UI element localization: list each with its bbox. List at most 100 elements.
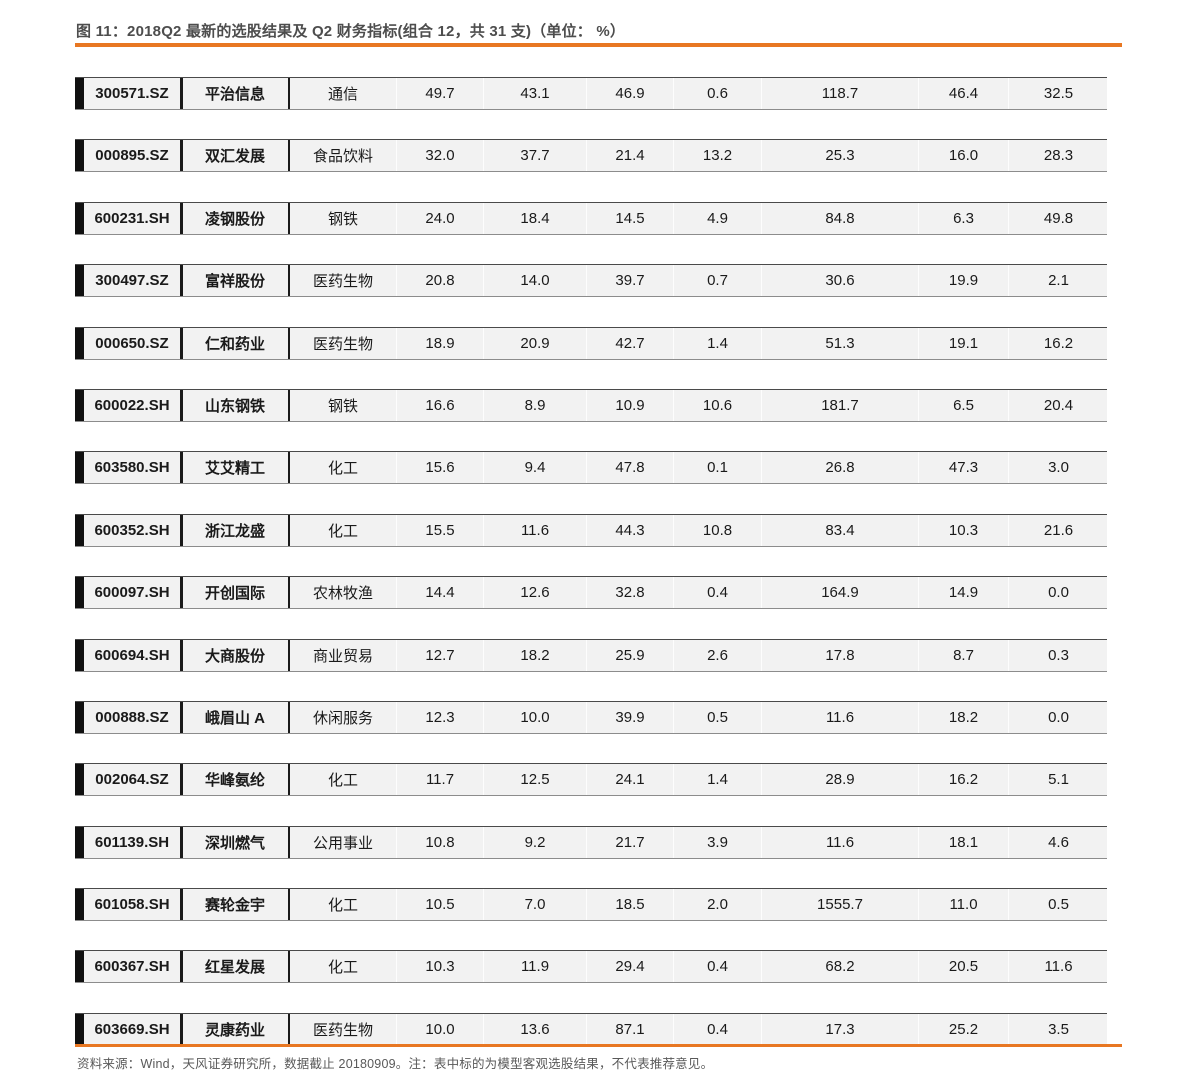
cell-value: 47.8: [586, 452, 673, 484]
cell-value: 84.8: [761, 202, 918, 234]
row-left-cap: [75, 327, 84, 359]
column-separator: [180, 327, 183, 359]
column-separator: [180, 826, 183, 858]
cell-value: 44.3: [586, 514, 673, 546]
cell-stock-code: 603580.SH: [94, 459, 170, 477]
cell-stock-name: 开创国际: [204, 585, 265, 603]
cell-industry: 化工: [327, 897, 358, 915]
cell-industry: 化工: [327, 772, 358, 790]
cell-stock-code: 300497.SZ: [95, 272, 169, 290]
column-separator: [180, 764, 183, 796]
row-left-cap: [75, 265, 84, 297]
column-separator: [287, 514, 290, 546]
cell-value: 20.5: [918, 951, 1008, 983]
cell-value: 16.2: [1008, 327, 1108, 359]
source-note: 资料来源：Wind，天风证券研究所，数据截止 20180909。注：表中标的为模…: [77, 1057, 714, 1071]
cell-value: 2.0: [673, 889, 761, 921]
column-separator: [180, 140, 183, 172]
cell-value: 0.5: [673, 701, 761, 733]
cell-value: 0.4: [673, 577, 761, 609]
cell-value: 8.9: [483, 389, 586, 421]
cell-value: 14.9: [918, 577, 1008, 609]
row-left-cap: [75, 889, 84, 921]
row-left-cap: [75, 140, 84, 172]
cell-value: 37.7: [483, 140, 586, 172]
cell-value: 18.1: [918, 826, 1008, 858]
cell-value: 10.8: [396, 826, 483, 858]
cell-value: 25.2: [918, 1013, 1008, 1045]
cell-value: 10.0: [396, 1013, 483, 1045]
row-left-cap: [75, 826, 84, 858]
row-left-cap: [75, 577, 84, 609]
cell-value: 1555.7: [761, 889, 918, 921]
cell-value: 20.4: [1008, 389, 1108, 421]
cell-value: 12.5: [483, 764, 586, 796]
cell-value: 11.0: [918, 889, 1008, 921]
cell-stock-name: 富祥股份: [204, 273, 265, 291]
table-row: 600022.SH 山东钢铁 钢铁 16.6 8.9 10.9 10.6 181.7 6.5 20…: [75, 388, 1108, 422]
column-separator: [180, 889, 183, 921]
cell-value: 10.5: [396, 889, 483, 921]
cell-value: 15.5: [396, 514, 483, 546]
cell-value: 18.4: [483, 202, 586, 234]
cell-value: 19.1: [918, 327, 1008, 359]
table-row: 000888.SZ 峨眉山 A 休闲服务 12.3 10.0 39.9 0.5 11.6 18.…: [75, 700, 1107, 734]
cell-value: 11.6: [1008, 951, 1108, 983]
cell-stock-code: 600694.SH: [94, 646, 170, 664]
cell-value: 29.4: [586, 951, 673, 983]
column-separator: [287, 764, 290, 796]
cell-value: 16.2: [918, 764, 1008, 796]
cell-value: 118.7: [761, 78, 918, 109]
cell-value: 49.8: [1008, 202, 1108, 234]
cell-value: 6.5: [918, 389, 1008, 421]
cell-value: 16.6: [396, 389, 483, 421]
cell-value: 12.7: [396, 639, 483, 671]
table-row: 002064.SZ 华峰氨纶 化工 11.7 12.5 24.1 1.4 28.9 16.2 5.…: [75, 763, 1107, 797]
table-row: 300497.SZ 富祥股份 医药生物 20.8 14.0 39.7 0.7 30.6 19.9…: [75, 264, 1107, 298]
table-row: 603669.SH 灵康药业 医药生物 10.0 13.6 87.1 0.4 17.3 25.2…: [75, 1012, 1108, 1046]
cell-value: 8.7: [918, 639, 1008, 671]
cell-value: 9.4: [483, 452, 586, 484]
cell-value: 46.4: [918, 78, 1008, 109]
cell-value: 24.1: [586, 764, 673, 796]
cell-stock-name: 仁和药业: [204, 335, 265, 353]
cell-value: 3.5: [1008, 1013, 1108, 1045]
row-left-cap: [75, 452, 84, 484]
cell-stock-name: 平治信息: [204, 86, 265, 103]
column-separator: [287, 826, 290, 858]
row-left-cap: [75, 639, 84, 671]
column-separator: [180, 514, 183, 546]
table-row: 600352.SH 浙江龙盛 化工 15.5 11.6 44.3 10.8 83.4 10.3 2…: [75, 513, 1107, 547]
cell-industry: 农林牧渔: [312, 585, 373, 603]
cell-value: 11.6: [483, 514, 586, 546]
column-separator: [287, 1013, 290, 1045]
cell-industry: 医药生物: [312, 335, 373, 353]
cell-stock-code: 600352.SH: [94, 521, 170, 539]
column-separator: [287, 389, 290, 421]
cell-stock-code: 603669.SH: [94, 1020, 170, 1038]
column-separator: [287, 140, 290, 172]
cell-value: 32.8: [586, 577, 673, 609]
cell-value: 164.9: [761, 577, 918, 609]
column-separator: [180, 577, 183, 609]
cell-value: 10.3: [918, 514, 1008, 546]
cell-value: 28.3: [1008, 140, 1108, 172]
cell-value: 42.7: [586, 327, 673, 359]
cell-value: 68.2: [761, 951, 918, 983]
table-row: 000650.SZ 仁和药业 医药生物 18.9 20.9 42.7 1.4 51.3 19.1…: [75, 326, 1108, 360]
cell-value: 1.4: [673, 764, 761, 796]
cell-stock-name: 华峰氨纶: [204, 772, 265, 790]
cell-value: 181.7: [761, 389, 918, 421]
column-separator: [287, 701, 290, 733]
cell-industry: 公用事业: [312, 834, 373, 852]
table-row: 600694.SH 大商股份 商业贸易 12.7 18.2 25.9 2.6 17.8 8.7 0…: [75, 638, 1107, 672]
cell-value: 12.6: [483, 577, 586, 609]
cell-value: 10.6: [673, 389, 761, 421]
cell-value: 18.9: [396, 327, 483, 359]
table-bottom-rule: [75, 1044, 1122, 1047]
cell-stock-name: 浙江龙盛: [204, 522, 265, 540]
cell-value: 2.6: [673, 639, 761, 671]
cell-value: 15.6: [396, 452, 483, 484]
row-left-cap: [75, 202, 84, 234]
cell-value: 11.7: [396, 764, 483, 796]
